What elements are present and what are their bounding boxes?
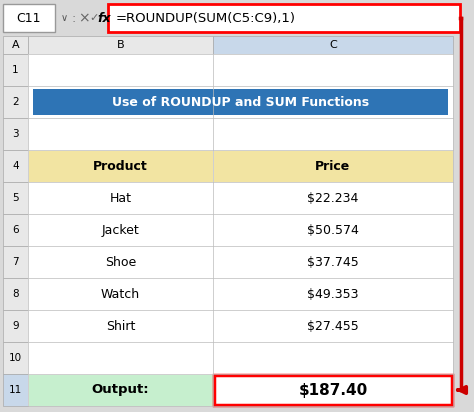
FancyBboxPatch shape xyxy=(108,4,460,32)
Text: $187.40: $187.40 xyxy=(298,382,368,398)
Text: Shoe: Shoe xyxy=(105,255,136,269)
Bar xyxy=(3,214,28,246)
Text: 10: 10 xyxy=(9,353,22,363)
Bar xyxy=(3,342,28,374)
Bar xyxy=(0,0,474,54)
Bar xyxy=(3,374,28,406)
Text: ×: × xyxy=(78,11,90,25)
Text: Watch: Watch xyxy=(101,288,140,300)
Text: Shirt: Shirt xyxy=(106,319,135,332)
Text: C11: C11 xyxy=(17,12,41,24)
Bar xyxy=(29,375,213,406)
Text: $27.455: $27.455 xyxy=(307,319,359,332)
Text: 5: 5 xyxy=(12,193,19,203)
Text: Hat: Hat xyxy=(109,192,131,204)
Text: $22.234: $22.234 xyxy=(307,192,359,204)
Text: 8: 8 xyxy=(12,289,19,299)
Bar xyxy=(3,310,28,342)
Text: Price: Price xyxy=(315,159,351,173)
Bar xyxy=(29,151,213,182)
Text: 7: 7 xyxy=(12,257,19,267)
Bar xyxy=(3,86,28,118)
Bar xyxy=(33,89,448,115)
Text: =ROUNDUP(SUM(C5:C9),1): =ROUNDUP(SUM(C5:C9),1) xyxy=(116,12,296,24)
Text: :: : xyxy=(72,12,76,24)
Text: 11: 11 xyxy=(9,385,22,395)
Bar xyxy=(213,36,453,54)
Text: 2: 2 xyxy=(12,97,19,107)
Text: Output:: Output: xyxy=(91,384,149,396)
Text: 3: 3 xyxy=(12,129,19,139)
Text: A: A xyxy=(12,40,19,50)
Text: ✓: ✓ xyxy=(89,13,99,23)
Bar xyxy=(214,375,452,405)
Text: $49.353: $49.353 xyxy=(307,288,359,300)
Text: fx: fx xyxy=(97,12,111,24)
Text: Use of ROUNDUP and SUM Functions: Use of ROUNDUP and SUM Functions xyxy=(112,96,369,108)
Text: $37.745: $37.745 xyxy=(307,255,359,269)
Bar xyxy=(3,246,28,278)
Text: ∨: ∨ xyxy=(61,13,68,23)
Bar xyxy=(3,278,28,310)
Text: 9: 9 xyxy=(12,321,19,331)
Text: Product: Product xyxy=(93,159,148,173)
Text: Jacket: Jacket xyxy=(101,223,139,236)
Text: 4: 4 xyxy=(12,161,19,171)
Text: C: C xyxy=(329,40,337,50)
Bar xyxy=(214,151,453,182)
Bar xyxy=(3,182,28,214)
Bar xyxy=(3,54,28,86)
Bar xyxy=(28,36,213,54)
Bar xyxy=(3,150,28,182)
Text: B: B xyxy=(117,40,124,50)
Text: $50.574: $50.574 xyxy=(307,223,359,236)
Bar xyxy=(3,118,28,150)
FancyBboxPatch shape xyxy=(3,4,55,32)
Text: 1: 1 xyxy=(12,65,19,75)
Bar xyxy=(3,36,28,54)
Bar xyxy=(28,54,453,406)
Text: 6: 6 xyxy=(12,225,19,235)
